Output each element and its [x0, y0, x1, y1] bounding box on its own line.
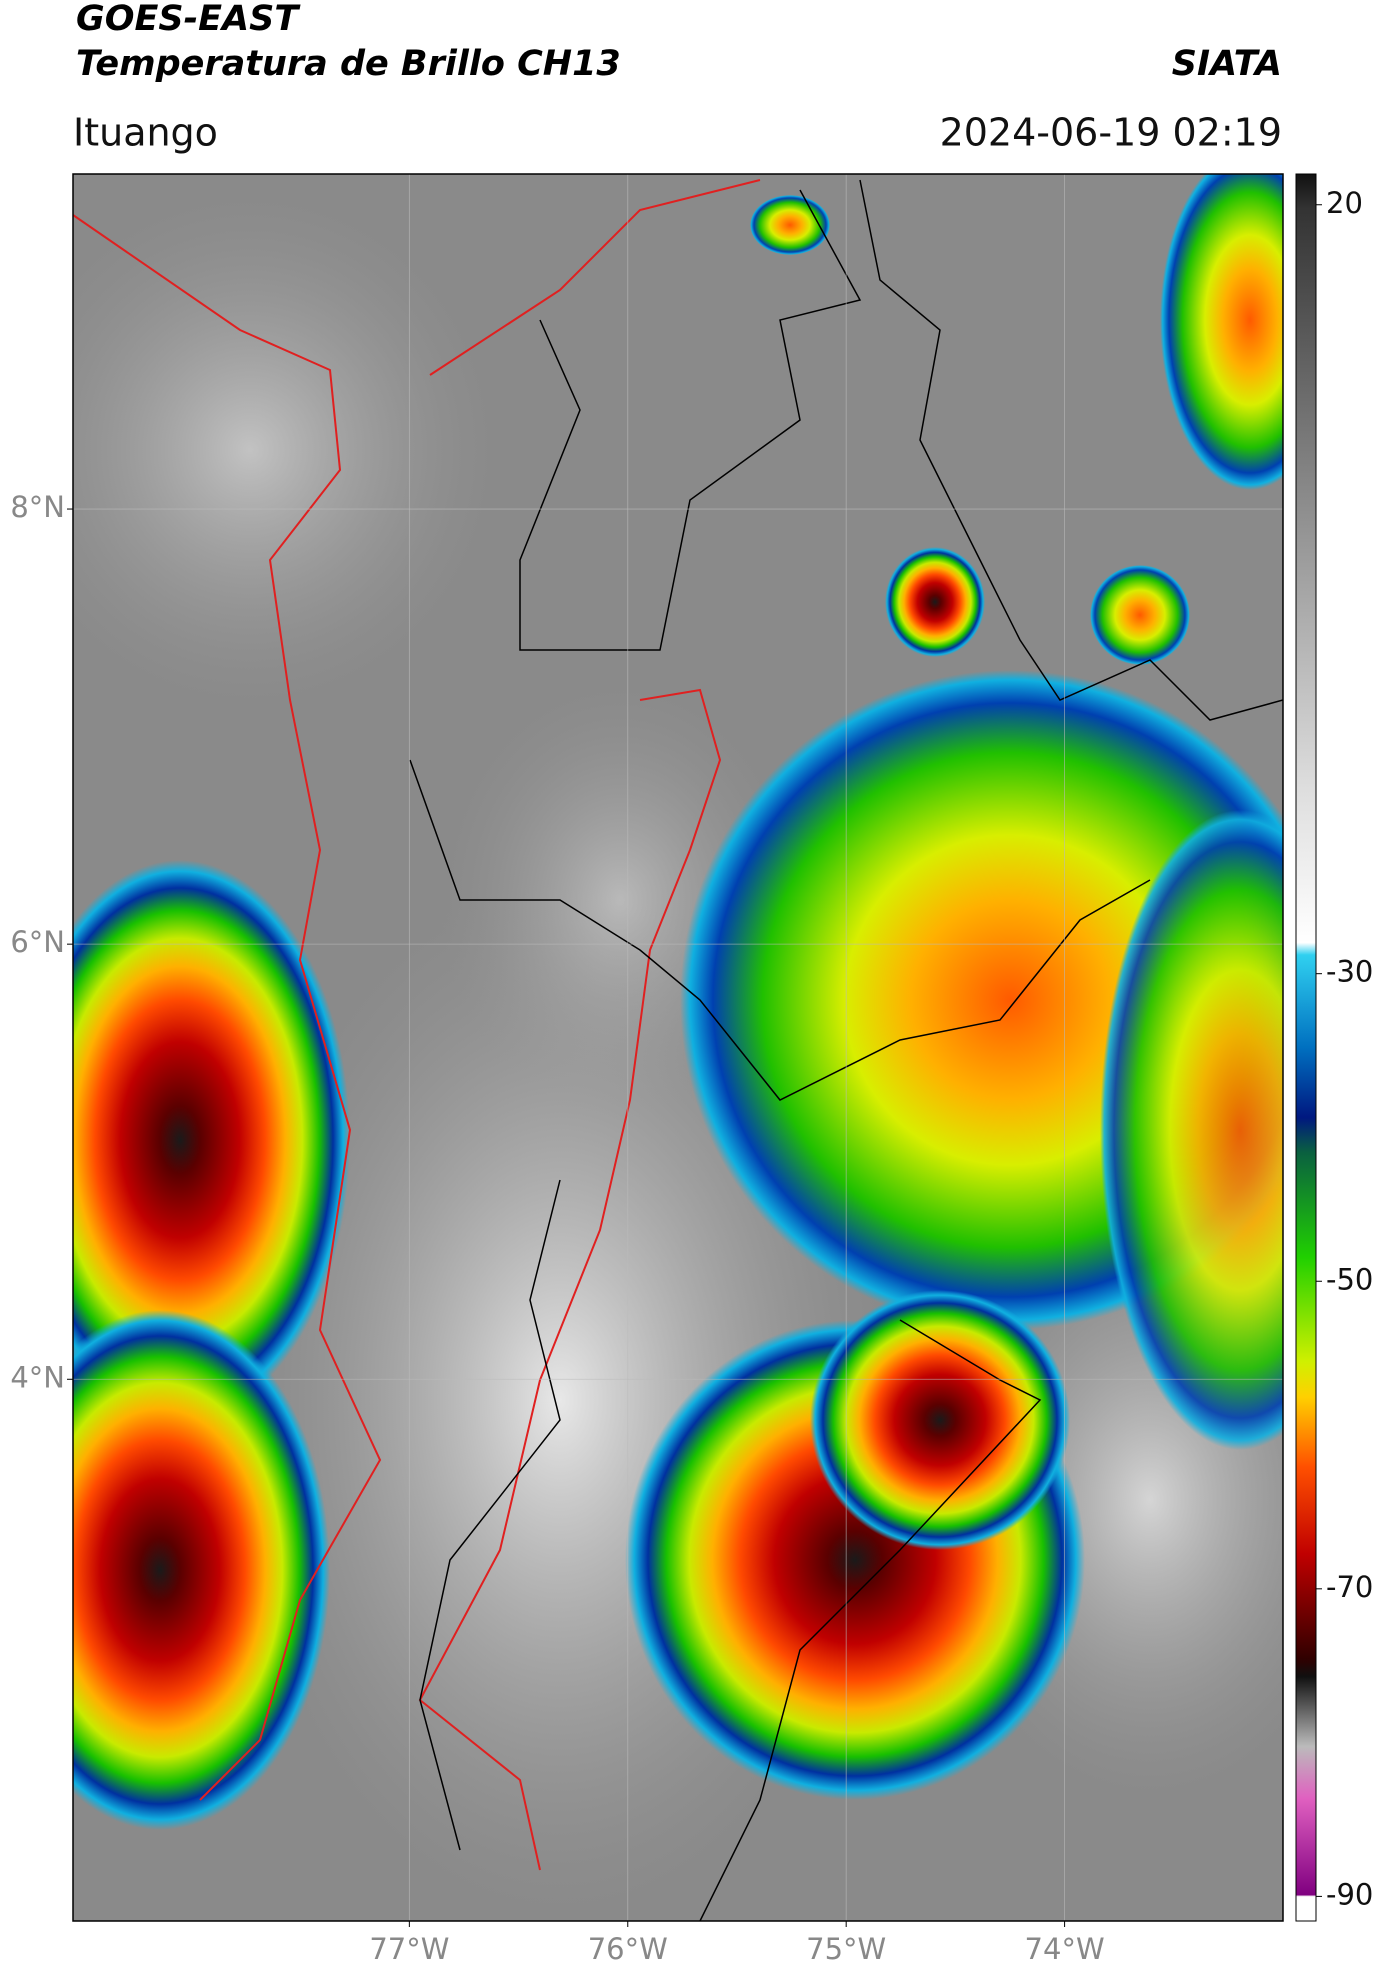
colorbar-tick-label: -50: [1326, 1262, 1373, 1296]
x-tick-label: 74°W: [1025, 1932, 1105, 1966]
storm: [73, 860, 350, 1420]
storm: [810, 1290, 1070, 1550]
boundary: [419, 1179, 561, 1851]
storm: [73, 1310, 330, 1830]
colorbar: [1295, 173, 1317, 1922]
organization: SIATA: [1172, 44, 1282, 84]
colorbar-tick-label: 20: [1326, 186, 1363, 220]
x-tick-label: 75°W: [806, 1932, 886, 1966]
y-tick-label: 6°N: [10, 925, 65, 959]
boundary: [519, 189, 862, 651]
storm: [1090, 565, 1190, 665]
colorbar-tick-label: -30: [1326, 955, 1373, 989]
boundary: [699, 1319, 1042, 1921]
product: Temperatura de Brillo CH13: [76, 44, 621, 84]
cloud: [73, 190, 500, 710]
grid: [73, 174, 1283, 1921]
boundary: [409, 759, 1151, 1101]
y-tick-label: 8°N: [10, 490, 65, 524]
y-tick-label: 4°N: [10, 1360, 65, 1394]
x-tick-label: 77°W: [369, 1932, 449, 1966]
satellite-image: [73, 174, 1283, 1921]
map-frame: [72, 173, 1284, 1922]
colorbar-tick-label: -90: [1326, 1877, 1373, 1911]
basin-outline: [418, 688, 722, 1871]
satellite: GOES-EAST: [76, 0, 301, 39]
coastline: [429, 179, 761, 376]
storm: [885, 547, 985, 657]
cloud-system: [1100, 810, 1283, 1450]
storm: [750, 195, 830, 255]
colorbar-tick-label: -70: [1326, 1570, 1373, 1604]
boundary: [859, 179, 1283, 721]
region: Ituango: [73, 111, 218, 155]
storm: [1160, 174, 1283, 490]
coastline: [73, 214, 382, 1801]
timestamp: 2024-06-19 02:19: [940, 111, 1282, 155]
x-tick-label: 76°W: [588, 1932, 668, 1966]
